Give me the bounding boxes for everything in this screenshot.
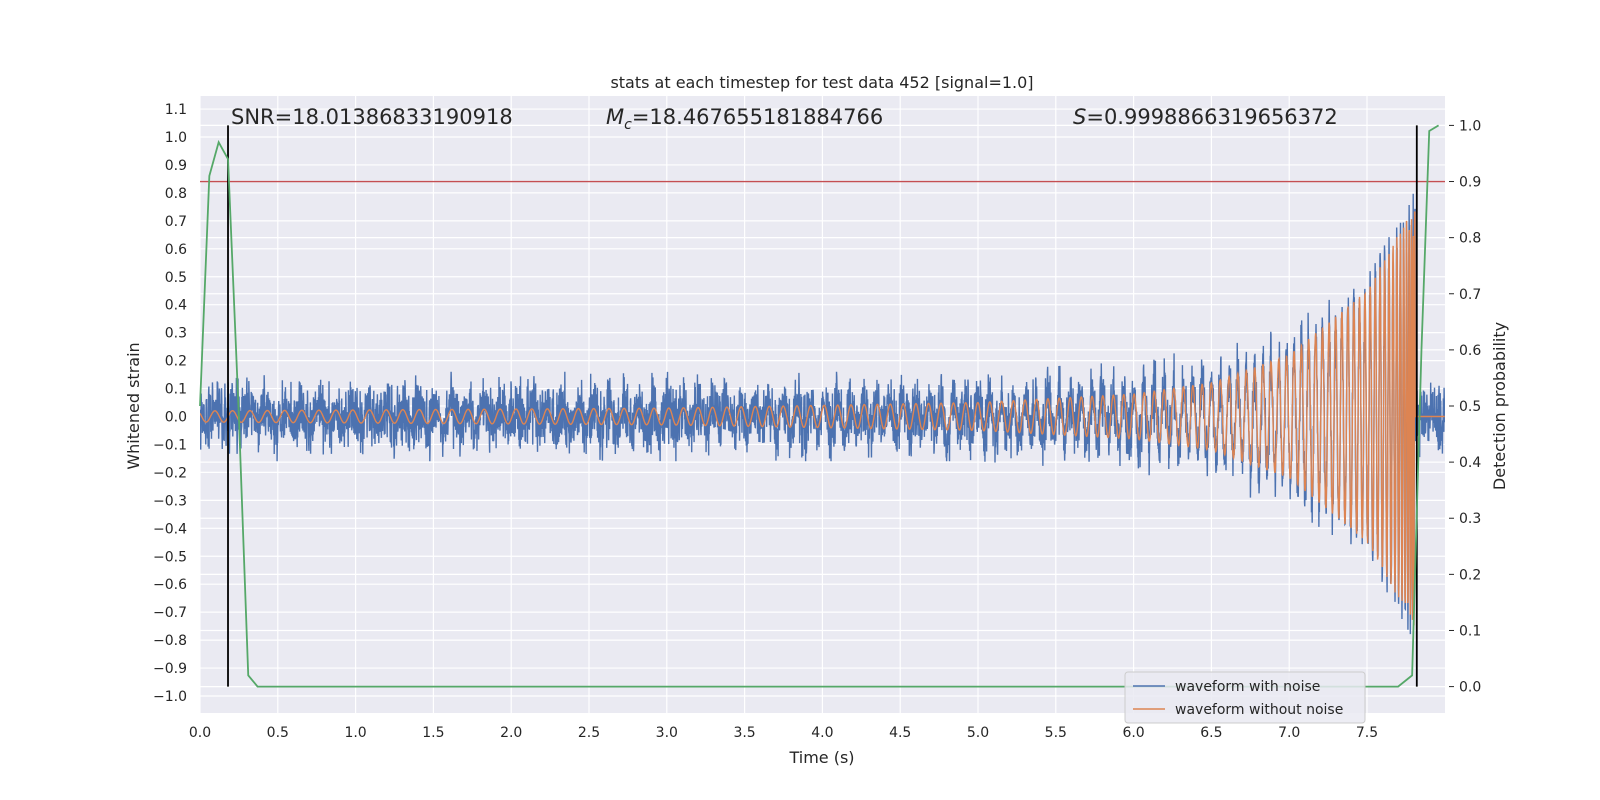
noisy-waveform-line (200, 193, 1445, 635)
vertical-markers (227, 125, 1418, 687)
x-tick-label: 2.0 (500, 725, 522, 741)
x-tick-label: 4.0 (811, 725, 833, 741)
x-axis-label: Time (s) (788, 748, 854, 767)
y-tick-label: −1.0 (153, 689, 187, 705)
y-tick-label: −0.5 (153, 549, 187, 565)
y2-axis-label: Detection probability (1490, 322, 1509, 490)
y-tick-label: 1.0 (165, 130, 187, 146)
y2-tick-label: 0.9 (1459, 175, 1481, 191)
series-detection-probability (199, 124, 1440, 688)
x-tick-label: 3.5 (733, 725, 755, 741)
y-tick-label: −0.6 (153, 577, 187, 593)
x-tick-label: 4.5 (889, 725, 911, 741)
clean-waveform-line (200, 211, 1445, 626)
x-tick-label: 0.5 (267, 725, 289, 741)
x-tick-label: 2.5 (578, 725, 600, 741)
y-tick-label: 0.1 (165, 382, 187, 398)
snr-annotation: SNR=18.01386833190918 (231, 105, 513, 129)
detection-probability-line (199, 124, 1440, 688)
x-tick-label: 5.5 (1045, 725, 1067, 741)
y2-tick-label: 0.0 (1459, 680, 1481, 696)
y-tick-label: 0.0 (165, 410, 187, 426)
significance-value: =0.9998866319656372 (1086, 105, 1337, 129)
legend-box (1124, 671, 1366, 724)
y-tick-label: −0.4 (153, 521, 187, 537)
y2-tick-label: 0.5 (1459, 399, 1481, 415)
x-tick-label: 6.0 (1122, 725, 1144, 741)
y-tick-label: 0.6 (165, 242, 187, 258)
chart-title: stats at each timestep for test data 452… (610, 73, 1033, 92)
y2-tick-label: 0.4 (1459, 455, 1481, 471)
chirp-mass-annotation: Mc=18.467655181884766 (606, 105, 883, 133)
y-ticks: 1.1 1.0 0.9 0.8 0.7 0.6 0.5 0.4 0.3 0.2 0.1 0.0 −0.1… (153, 102, 187, 705)
y-tick-label: 0.4 (165, 298, 187, 314)
y-tick-label: −0.7 (153, 605, 187, 621)
y2-tick-label: 0.7 (1459, 287, 1481, 303)
x-tick-label: 1.0 (344, 725, 366, 741)
y-tick-label: −0.1 (153, 437, 187, 453)
chirp-mass-symbol: M (606, 105, 624, 129)
y-tick-label: −0.3 (153, 493, 187, 509)
y-tick-label: −0.2 (153, 465, 187, 481)
x-tick-label: 7.0 (1278, 725, 1300, 741)
series-waveform-with-noise (200, 193, 1445, 635)
significance-symbol: S (1073, 105, 1086, 129)
y-tick-label: 0.9 (165, 158, 187, 174)
x-ticks: 0.0 0.5 1.0 1.5 2.0 2.5 3.0 3.5 4.0 4.5 5.0 5.5 6.0 6… (189, 725, 1378, 741)
x-tick-label: 0.0 (189, 725, 211, 741)
y-axis-label: Whitened strain (124, 342, 143, 469)
x-tick-label: 7.5 (1356, 725, 1378, 741)
legend-label-clean: waveform without noise (1175, 702, 1343, 718)
y2-tick-label: 0.3 (1459, 511, 1481, 527)
significance-annotation: S=0.9998866319656372 (1073, 105, 1338, 129)
y-tick-label: 0.8 (165, 186, 187, 202)
y2-ticks: 1.0 0.9 0.8 0.7 0.6 0.5 0.4 0.3 0.2 0.1 0.0 (1449, 118, 1481, 696)
y2-tick-label: 0.2 (1459, 567, 1481, 583)
series-waveform-without-noise (200, 211, 1445, 626)
y-tick-label: 0.5 (165, 270, 187, 286)
y2-tick-label: 0.1 (1459, 623, 1481, 639)
chirp-mass-value: =18.467655181884766 (632, 105, 883, 129)
y2-tick-label: 0.8 (1459, 231, 1481, 247)
y-tick-label: 0.7 (165, 214, 187, 230)
legend-label-noisy: waveform with noise (1175, 679, 1320, 695)
y-tick-label: 1.1 (165, 102, 187, 118)
legend: waveform with noise waveform without noi… (1124, 671, 1366, 724)
x-tick-label: 1.5 (422, 725, 444, 741)
y2-tick-label: 0.6 (1459, 343, 1481, 359)
x-tick-label: 3.0 (656, 725, 678, 741)
y-tick-label: −0.9 (153, 661, 187, 677)
x-tick-label: 5.0 (967, 725, 989, 741)
chirp-mass-subscript: c (624, 117, 632, 133)
y-tick-label: 0.3 (165, 326, 187, 342)
y-tick-label: −0.8 (153, 633, 187, 649)
y2-tick-label: 1.0 (1459, 118, 1481, 134)
x-tick-label: 6.5 (1200, 725, 1222, 741)
y-tick-label: 0.2 (165, 354, 187, 370)
